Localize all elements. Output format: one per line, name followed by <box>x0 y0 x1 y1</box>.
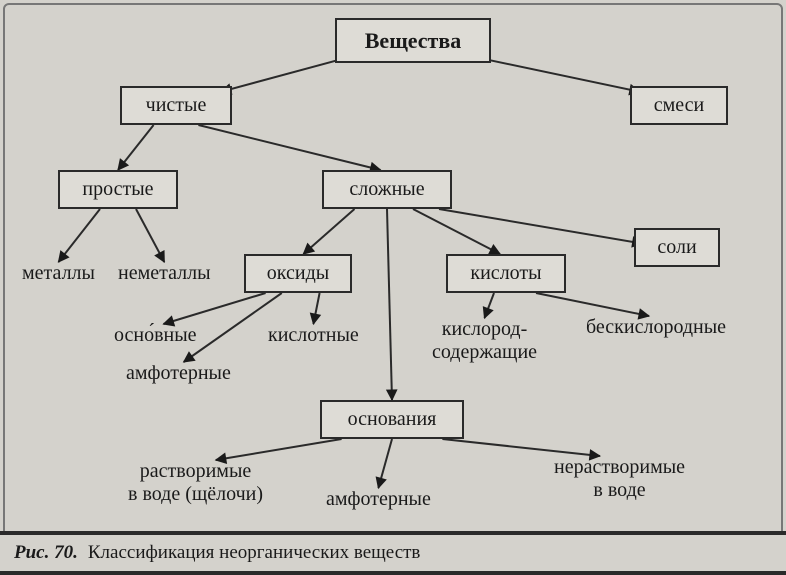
edge-simple-metals <box>59 209 101 262</box>
node-pure: чистые <box>120 86 232 125</box>
node-ox_basic: осно́вные <box>114 324 197 347</box>
edge-acids-ac_anoxy <box>536 293 649 316</box>
node-ac_oxy: кислород- содержащие <box>432 318 537 364</box>
edge-complex-bases <box>387 209 392 400</box>
edge-complex-acids <box>413 209 500 254</box>
edge-pure-simple <box>118 125 154 170</box>
node-metals: металлы <box>22 262 95 285</box>
node-acids: кислоты <box>446 254 566 293</box>
edge-bases-ba_sol <box>216 439 342 460</box>
node-complex: сложные <box>322 170 452 209</box>
node-ox_ampho: амфотерные <box>126 362 231 385</box>
edge-root-mix <box>483 59 640 92</box>
edge-oxides-ox_basic <box>164 293 266 324</box>
node-salts: соли <box>634 228 720 267</box>
edge-oxides-ox_acid <box>313 293 319 324</box>
edge-pure-complex <box>198 125 380 170</box>
caption-text: Классификация неорганических веществ <box>88 542 421 564</box>
edge-bases-ba_insol <box>442 439 600 456</box>
edge-acids-ac_oxy <box>485 293 495 318</box>
node-nonmetals: неметаллы <box>118 262 211 285</box>
edge-root-pure <box>221 59 343 92</box>
caption-fig-label: Рис. 70. <box>14 542 78 564</box>
caption-bar: Рис. 70. Классификация неорганических ве… <box>0 531 786 575</box>
node-ba_insol: нерастворимые в воде <box>554 456 685 502</box>
edge-simple-nonmetals <box>136 209 164 262</box>
node-ox_acid: кислотные <box>268 324 359 347</box>
node-root: Вещества <box>335 18 491 63</box>
node-ba_ampho: амфотерные <box>326 488 431 511</box>
edge-complex-salts <box>439 209 643 244</box>
node-ba_sol: растворимые в воде (щёлочи) <box>128 460 263 506</box>
diagram-stage: Вещества чистые смеси простые сложные металлы… <box>0 0 786 575</box>
node-ac_anoxy: бескислородные <box>586 316 726 339</box>
node-mix: смеси <box>630 86 728 125</box>
edge-bases-ba_ampho <box>378 439 392 488</box>
node-oxides: оксиды <box>244 254 352 293</box>
edge-complex-oxides <box>303 209 354 254</box>
node-bases: основания <box>320 400 464 439</box>
node-simple: простые <box>58 170 178 209</box>
